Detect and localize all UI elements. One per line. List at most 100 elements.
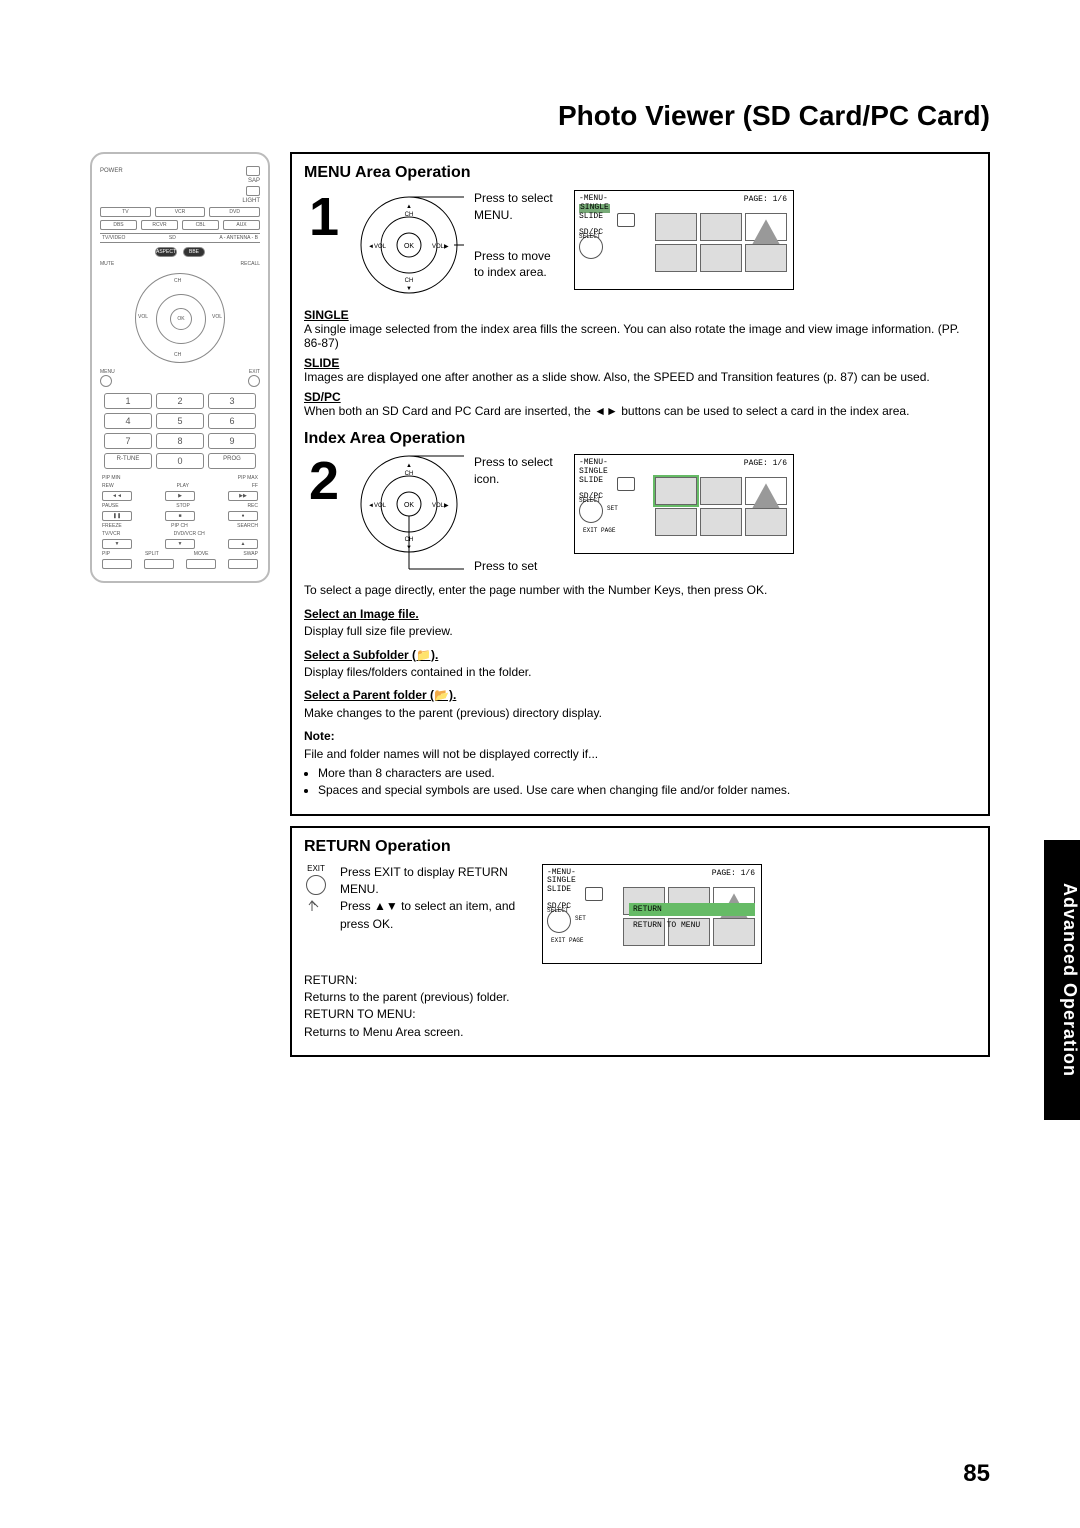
power-label: POWER (100, 168, 123, 174)
screen-preview-1: -MENU- SINGLE SLIDE SD/PC PAGE: 1/6 SELE… (574, 190, 794, 290)
key-5: 5 (156, 413, 204, 429)
card-icon (617, 213, 635, 227)
set-label: SET (575, 915, 586, 922)
step2-text1: Press to select icon. (474, 454, 564, 488)
recall-label: RECALL (241, 261, 260, 267)
key-3: 3 (208, 393, 256, 409)
svg-text:▲: ▲ (406, 463, 412, 469)
sel-parent-h: Select a Parent folder (📂). (304, 688, 456, 702)
step-2-number: 2 (304, 454, 344, 508)
pip: PIP (102, 551, 110, 557)
aspect-btn: ASPECT (155, 247, 177, 257)
pause: PAUSE (102, 503, 119, 509)
ff: FF (252, 483, 258, 489)
svg-text:◄VOL: ◄VOL (368, 244, 387, 250)
select-label: SELECT (547, 907, 569, 914)
svg-text:◄VOL: ◄VOL (368, 503, 387, 509)
single-body: A single image selected from the index a… (304, 322, 976, 350)
sdpc-heading: SD/PC (304, 390, 976, 404)
pipmin: PIP MIN (102, 475, 121, 481)
dev-vcr: VCR (155, 207, 206, 217)
ret1-b: Returns to the parent (previous) folder. (304, 989, 976, 1006)
split: SPLIT (145, 551, 159, 557)
return-option: RETURN (629, 903, 755, 916)
key-7: 7 (104, 433, 152, 449)
note-b: File and folder names will not be displa… (304, 746, 976, 763)
key-prog: PROG (208, 453, 256, 469)
freeze: FREEZE (102, 523, 122, 529)
svg-text:VOL▶: VOL▶ (432, 503, 449, 509)
sel-sub-h: Select a Subfolder (📁). (304, 648, 438, 662)
dev-rcvr: RCVR (141, 220, 178, 230)
sel-parent-b: Make changes to the parent (previous) di… (304, 705, 976, 722)
section3-heading: RETURN Operation (304, 838, 976, 856)
select-label: SELECT (579, 497, 601, 504)
note-li2: Spaces and special symbols are used. Use… (318, 782, 976, 799)
bbe-btn: BBE (183, 247, 205, 257)
slide-body: Images are displayed one after another a… (304, 370, 976, 384)
dev-dvd: DVD (209, 207, 260, 217)
page-indicator: PAGE: 1/6 (744, 195, 787, 204)
menu-label: MENU (100, 369, 115, 375)
light-label: LIGHT (100, 198, 260, 204)
page-indicator: PAGE: 1/6 (712, 869, 755, 878)
swap: SWAP (243, 551, 258, 557)
index-body1: To select a page directly, enter the pag… (304, 582, 976, 599)
card-icon (585, 887, 603, 901)
nav-pad-icon-2: OK ▲ CH CH ▼ ◄VOL VOL▶ (354, 454, 464, 574)
slide-heading: SLIDE (304, 356, 976, 370)
menu-item: SLIDE (547, 886, 576, 895)
dev-dbs: DBS (100, 220, 137, 230)
dvdvcrch: DVD/VCR CH (174, 531, 205, 537)
key-rtune: R-TUNE (104, 453, 152, 469)
return-menu-option: RETURN TO MENU (629, 919, 755, 932)
screen-preview-2: -MENU- SINGLE SLIDE SD/PC PAGE: 1/6 SELE… (574, 454, 794, 554)
dev-tv: TV (100, 207, 151, 217)
step2-text2: Press to set (474, 558, 564, 575)
note-li1: More than 8 characters are used. (318, 765, 976, 782)
step-1-number: 1 (304, 190, 344, 244)
page-title: Photo Viewer (SD Card/PC Card) (90, 100, 990, 132)
sel-image-h: Select an Image file. (304, 607, 419, 621)
rew: REW (102, 483, 114, 489)
svg-text:CH: CH (405, 212, 414, 218)
svg-text:CH: CH (405, 471, 414, 477)
exit-hint: EXIT (551, 937, 565, 944)
svg-text:OK: OK (404, 502, 414, 509)
pipmax: PIP MAX (238, 475, 258, 481)
page-hint: PAGE (569, 937, 583, 944)
exit-icon: EXIT (304, 864, 328, 964)
card-icon (617, 477, 635, 491)
bar-right: A - ANTENNA - B (219, 235, 258, 241)
mute-label: MUTE (100, 261, 114, 267)
nav-pad-icon: OK ▲ CH CH ▼ ◄VOL VOL▶ (354, 190, 464, 300)
return-section: RETURN Operation EXIT Press EXIT to disp… (290, 826, 990, 1058)
rec: REC (247, 503, 258, 509)
dev-cbl: CBL (182, 220, 219, 230)
exit-hint: EXIT (583, 527, 597, 534)
menu-item: SLIDE (579, 477, 608, 486)
key-4: 4 (104, 413, 152, 429)
svg-text:▲: ▲ (406, 204, 412, 210)
search: SEARCH (237, 523, 258, 529)
sel-sub-b: Display files/folders contained in the f… (304, 664, 976, 681)
bar-left: TV/VIDEO (102, 235, 125, 241)
step1-text1: Press to select MENU. (474, 190, 564, 224)
section1-heading: MENU Area Operation (304, 164, 976, 182)
ret-t2: Press ▲▼ to select an item, and press OK… (340, 898, 530, 933)
ch-up: CH (174, 278, 181, 284)
pipch: PIP CH (171, 523, 188, 529)
key-2: 2 (156, 393, 204, 409)
key-6: 6 (208, 413, 256, 429)
sel-image-b: Display full size file preview. (304, 623, 976, 640)
ret2-b: Returns to Menu Area screen. (304, 1024, 976, 1041)
ret2-h: RETURN TO MENU: (304, 1006, 976, 1023)
ret-t1: Press EXIT to display RETURN MENU. (340, 864, 530, 899)
menu-area-section: MENU Area Operation 1 OK ▲ CH CH ▼ ◄VOL … (290, 152, 990, 816)
sap-label: SAP (248, 178, 260, 184)
set-label: SET (607, 505, 618, 512)
single-heading: SINGLE (304, 308, 976, 322)
side-tab: Advanced Operation (1044, 840, 1080, 1120)
svg-text:VOL▶: VOL▶ (432, 244, 449, 250)
svg-text:▼: ▼ (406, 286, 412, 292)
